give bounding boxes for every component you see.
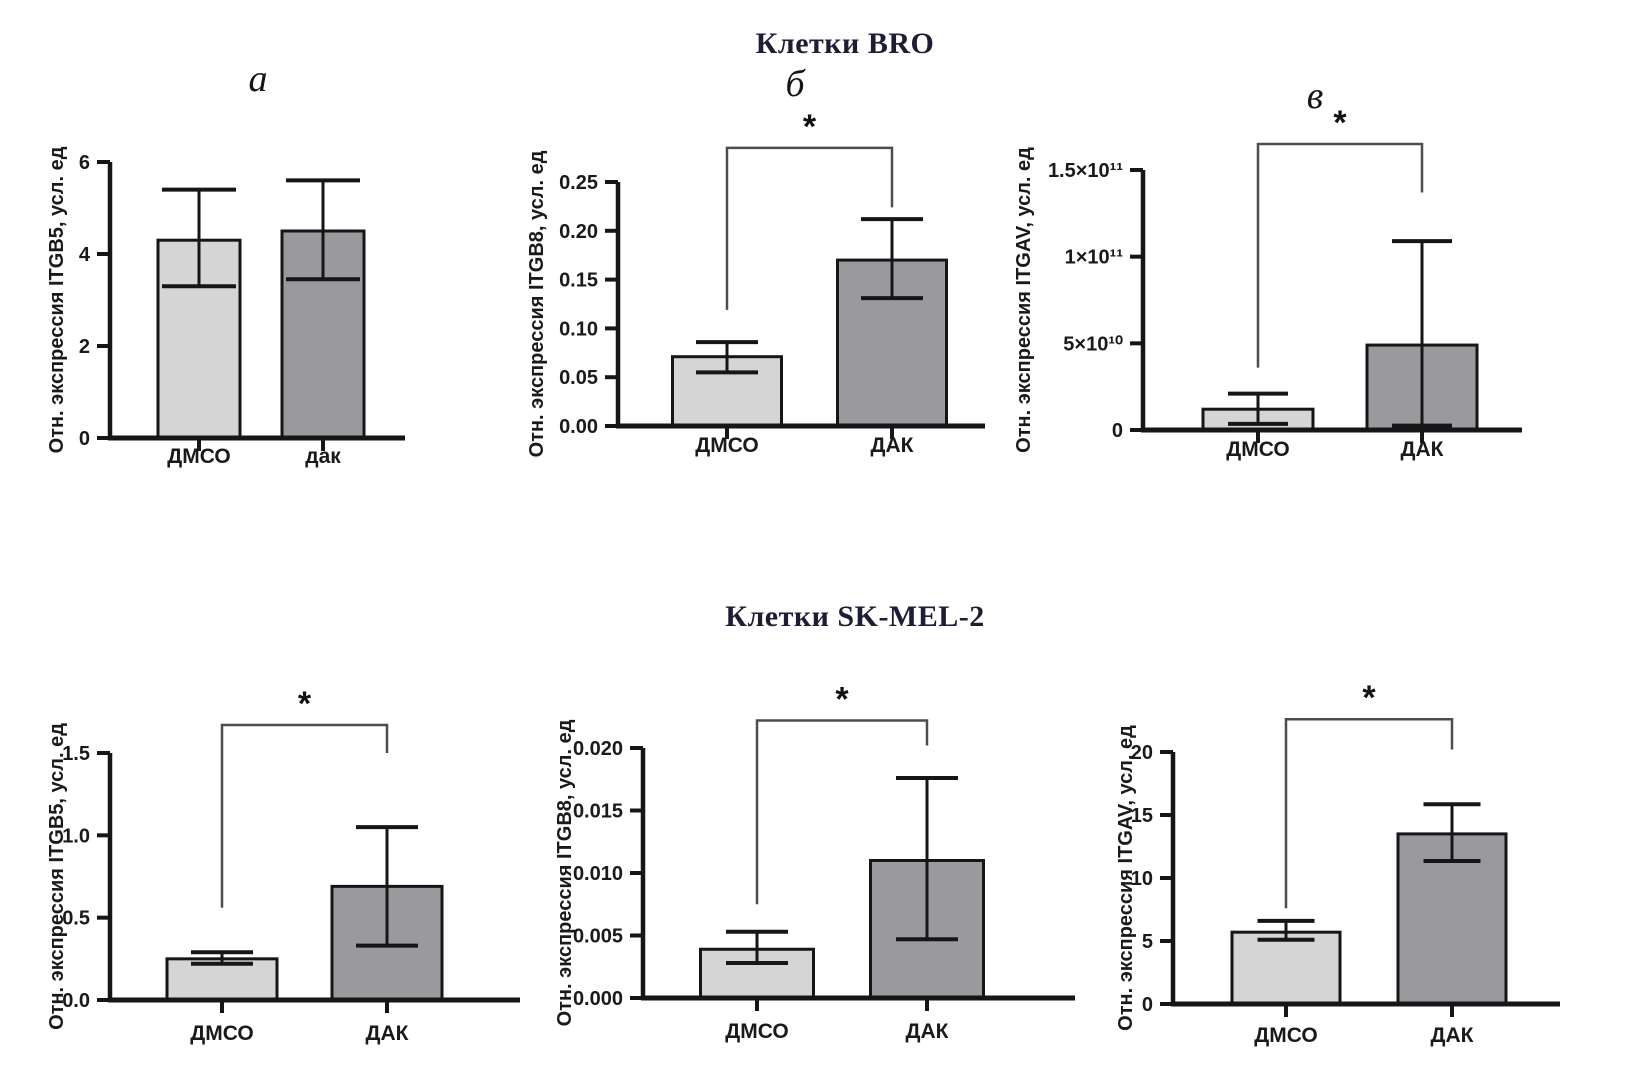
x-category-label: ДМСО: [695, 434, 758, 457]
bar-dmso: [1230, 930, 1342, 1006]
panel-letter-b: б: [785, 63, 805, 105]
y-tick-label: 5×10¹⁰: [1063, 333, 1123, 355]
panel-letter-a: а: [248, 58, 268, 100]
y-tick-label: 6: [79, 152, 90, 174]
y-tick-label: 0.005: [573, 926, 623, 948]
x-category-label: ДМСО: [167, 445, 230, 468]
y-tick-label: 1.0: [62, 825, 90, 847]
x-category-label: ДМСО: [1226, 438, 1289, 461]
y-tick-label: 5: [1142, 931, 1153, 953]
significance-star: *: [1362, 679, 1376, 717]
y-axis-title: Отн. экспрессия ITGB5, усл. ед: [46, 723, 68, 1030]
x-category-label: ДАК: [1401, 438, 1444, 461]
y-tick-label: 2: [79, 336, 90, 358]
x-category-label: ДМСО: [725, 1020, 788, 1043]
figure-title-bro: Клетки BRO: [755, 27, 935, 60]
y-tick-label: 10: [1131, 868, 1153, 890]
y-tick-label: 0: [79, 428, 90, 450]
significance-bracket: [1256, 142, 1424, 368]
panel-letter-v: в: [1306, 75, 1324, 117]
bar-dmso: [671, 355, 783, 428]
significance-star: *: [803, 108, 817, 146]
y-tick-label: 1.5×10¹¹: [1048, 160, 1123, 182]
y-tick-label: 0.10: [559, 318, 598, 340]
y-tick-label: 1×10¹¹: [1065, 247, 1124, 269]
significance-star: *: [1333, 104, 1347, 142]
y-axis-title: Отн. экспрессия ITGAV, усл. ед: [1115, 725, 1137, 1031]
x-category-label: дак: [305, 445, 341, 468]
y-tick-label: 0: [1142, 994, 1153, 1016]
y-axis-title: Отн. экспрессия ITGB8, усл. ед: [526, 150, 548, 457]
significance-bracket: [755, 719, 929, 905]
y-tick-label: 0.20: [559, 221, 598, 243]
x-category-label: ДАК: [1431, 1024, 1474, 1047]
significance-bracket: [1284, 717, 1454, 909]
y-tick-label: 20: [1131, 742, 1153, 764]
y-tick-label: 0.015: [573, 801, 623, 823]
y-axis-title: Отн. экспрессия ITGB5, усл. ед: [46, 146, 68, 453]
y-tick-label: 0.05: [559, 367, 598, 389]
y-axis-title: Отн. экспрессия ITGB8, усл. ед: [554, 719, 576, 1026]
y-tick-label: 1.5: [62, 743, 90, 765]
significance-bracket: [725, 146, 894, 310]
y-tick-label: 0.000: [573, 988, 623, 1010]
y-tick-label: 0.020: [573, 738, 623, 760]
y-tick-label: 0.010: [573, 863, 623, 885]
y-tick-label: 0.5: [62, 908, 90, 930]
significance-bracket: [220, 723, 389, 908]
y-tick-label: 0.25: [559, 172, 598, 194]
y-tick-label: 0.0: [62, 990, 90, 1012]
y-axis-title: Отн. экспрессия ITGAV, усл. ед: [1013, 147, 1035, 453]
y-tick-label: 0.00: [559, 416, 598, 438]
x-category-label: ДАК: [906, 1020, 949, 1043]
y-tick-label: 0.15: [559, 270, 598, 292]
y-tick-label: 15: [1131, 805, 1153, 827]
significance-star: *: [835, 681, 849, 719]
x-category-label: ДАК: [871, 434, 914, 457]
x-category-label: ДАК: [366, 1022, 409, 1045]
figure-title-skmel2: Клетки SK-MEL-2: [725, 600, 985, 633]
y-tick-label: 4: [79, 244, 91, 266]
x-category-label: ДМСО: [190, 1022, 253, 1045]
x-category-label: ДМСО: [1254, 1024, 1317, 1047]
significance-star: *: [298, 685, 312, 723]
y-tick-label: 0: [1112, 420, 1123, 442]
